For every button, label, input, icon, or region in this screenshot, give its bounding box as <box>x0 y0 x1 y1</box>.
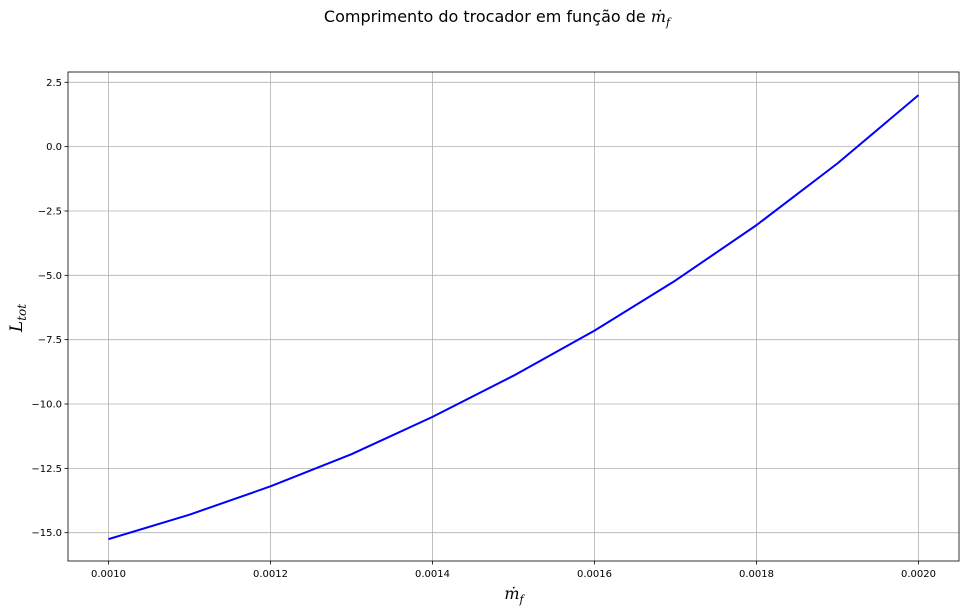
x-axis-label-sub: f <box>519 593 526 606</box>
y-axis-label-symbol: L <box>7 321 27 333</box>
chart-title: Comprimento do trocador em função de ṁf <box>324 7 672 29</box>
y-tick-label: −15.0 <box>31 528 62 539</box>
x-axis-label: ṁf <box>504 584 525 606</box>
y-axis-ticks: 2.5 0.0 −2.5 −5.0 −7.5 −10.0 −12.5 −15.0 <box>31 78 68 539</box>
y-tick-label: 2.5 <box>46 78 62 89</box>
y-tick-label: −7.5 <box>38 335 62 346</box>
grid-lines <box>68 72 959 561</box>
x-axis-label-symbol: ṁ <box>504 584 519 603</box>
chart-title-symbol: ṁ <box>651 7 666 26</box>
x-tick-label: 0.0016 <box>577 569 612 580</box>
y-tick-label: 0.0 <box>46 142 62 153</box>
x-tick-label: 0.0018 <box>739 569 774 580</box>
x-tick-label: 0.0014 <box>415 569 450 580</box>
plot-frame <box>67 71 960 562</box>
chart-title-symbol-sub: f <box>665 16 672 29</box>
series-line <box>108 94 920 541</box>
y-axis-label-sub: tot <box>15 304 29 321</box>
y-tick-label: −5.0 <box>38 271 62 282</box>
x-tick-label: 0.0020 <box>901 569 936 580</box>
x-axis-ticks: 0.0010 0.0012 0.0014 0.0016 0.0018 0.0020 <box>91 561 936 580</box>
y-axis-label: Ltot <box>7 304 29 333</box>
x-tick-label: 0.0010 <box>91 569 126 580</box>
series-layer <box>108 94 920 541</box>
y-tick-label: −12.5 <box>31 464 62 475</box>
x-tick-label: 0.0012 <box>253 569 288 580</box>
y-tick-label: −10.0 <box>31 400 62 411</box>
chart-title-text: Comprimento do trocador em função de <box>324 7 651 26</box>
y-tick-label: −2.5 <box>38 206 62 217</box>
